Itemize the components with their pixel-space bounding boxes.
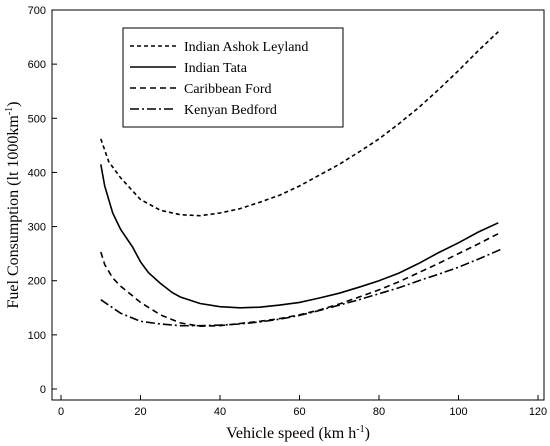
y-tick-label: 500 <box>28 113 46 125</box>
y-tick-label: 300 <box>28 222 46 234</box>
legend-label-kenyan-bedford: Kenyan Bedford <box>184 103 277 118</box>
x-tick-label: 80 <box>373 406 385 418</box>
y-axis-title: Fuel Consumption (lt 1000km-1) <box>4 101 22 308</box>
legend-label-indian-tata: Indian Tata <box>184 61 248 76</box>
x-tick-label: 20 <box>134 406 146 418</box>
x-tick-label: 120 <box>529 406 547 418</box>
x-tick-label: 100 <box>449 406 467 418</box>
x-tick-label: 0 <box>58 406 64 418</box>
legend-box <box>122 27 344 128</box>
y-tick-label: 600 <box>28 59 46 71</box>
plot-frame <box>51 9 545 401</box>
series-lines <box>100 31 503 328</box>
legend: Indian Ashok Leyland Indian Tata Caribbean… <box>122 27 344 128</box>
y-tick-label: 0 <box>40 384 46 396</box>
y-axis: 0 100 200 300 400 500 600 700 <box>28 5 57 396</box>
x-axis-title: Vehicle speed (km h-1) <box>226 424 370 442</box>
series-line-indian-ashok-leyland <box>100 31 499 217</box>
y-tick-label: 700 <box>28 5 46 17</box>
x-axis: 0 20 40 60 80 100 120 <box>58 395 547 418</box>
y-tick-label: 100 <box>28 330 46 342</box>
series-line-caribbean-ford <box>100 232 499 328</box>
series-line-kenyan-bedford <box>100 248 503 327</box>
y-tick-label: 200 <box>28 276 46 288</box>
legend-label-caribbean-ford: Caribbean Ford <box>184 82 271 97</box>
series-line-indian-tata <box>100 164 499 309</box>
legend-label-indian-ashok-leyland: Indian Ashok Leyland <box>184 40 308 55</box>
x-tick-label: 40 <box>214 406 226 418</box>
y-tick-label: 400 <box>28 167 46 179</box>
x-tick-label: 60 <box>293 406 305 418</box>
